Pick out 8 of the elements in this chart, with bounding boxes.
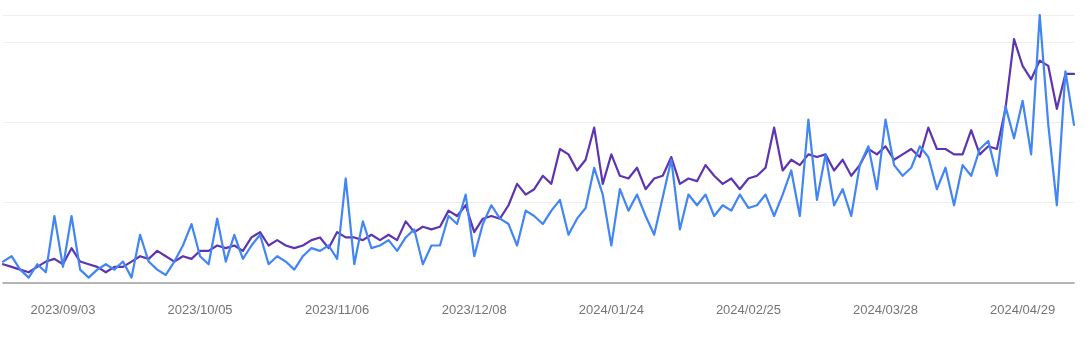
x-tick-label: 2023/10/05 — [167, 302, 233, 317]
x-tick-label: 2023/09/03 — [30, 302, 96, 317]
x-tick-label: 2024/02/25 — [715, 302, 781, 317]
x-tick-label: 2024/04/29 — [990, 302, 1056, 317]
x-tick-label: 2024/01/24 — [578, 302, 644, 317]
x-tick-label: 2023/11/06 — [305, 302, 370, 317]
x-tick-label: 2024/03/28 — [852, 302, 919, 317]
x-tick-label: 2023/12/08 — [441, 302, 507, 317]
